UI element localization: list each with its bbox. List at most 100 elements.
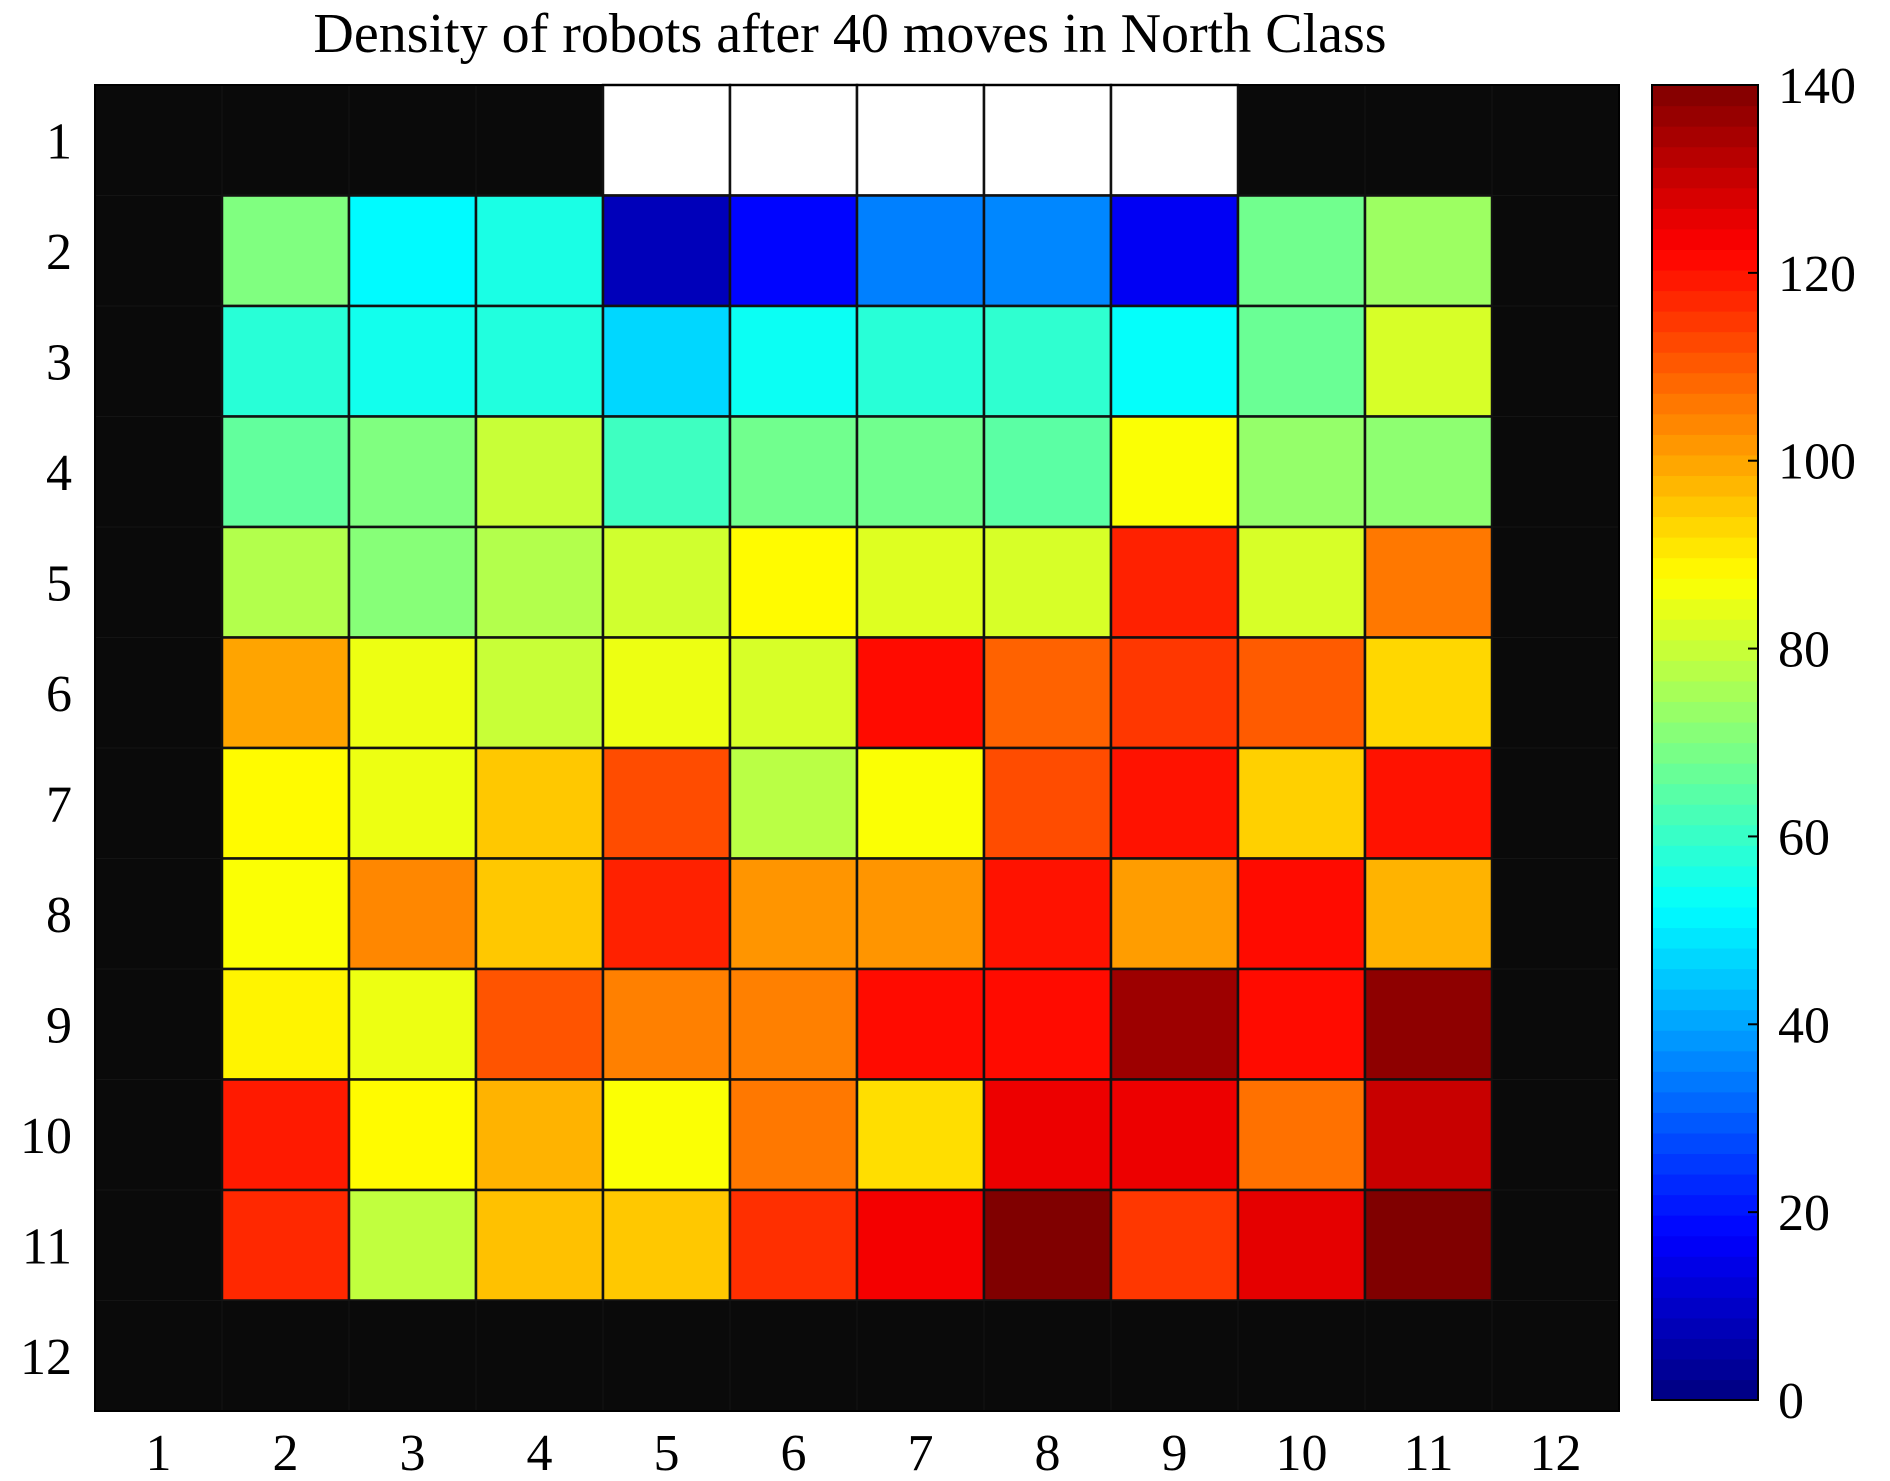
heatmap-cell-r11-c6 (728, 1188, 859, 1302)
y-tick-label: 3 (46, 334, 72, 391)
colorbar-tick-label: 120 (1778, 246, 1856, 303)
heatmap-cell-r5-c11 (1363, 525, 1494, 639)
heatmap-cell-r8-c9 (1109, 857, 1240, 971)
colorbar-segment (1652, 331, 1758, 353)
colorbar-segment (1652, 352, 1758, 374)
heatmap-cell-r5-c9 (1109, 525, 1240, 639)
heatmap-cell-r7-c4 (474, 746, 605, 860)
colorbar-segment (1652, 187, 1758, 209)
y-tick-label: 7 (46, 776, 72, 833)
heatmap-cell-r9-c8 (982, 967, 1113, 1081)
heatmap-cell-r8-c11 (1363, 857, 1494, 971)
heatmap-cell-r7-c2 (220, 746, 351, 860)
x-tick-label: 9 (1162, 1425, 1188, 1481)
colorbar-segment (1652, 1050, 1758, 1072)
heatmap-cell-r8-c3 (347, 857, 478, 971)
heatmap-cell-r9-c6 (728, 967, 859, 1081)
colorbar-segment (1652, 1091, 1758, 1113)
heatmap-cell-r3-c12 (1491, 305, 1620, 417)
x-tick-label: 11 (1403, 1425, 1453, 1481)
heatmap-cell-r6-c12 (1491, 637, 1620, 749)
colorbar-segment (1652, 598, 1758, 620)
colorbar-segment (1652, 1112, 1758, 1134)
colorbar-segment (1652, 1173, 1758, 1196)
colorbar-tick-label: 100 (1778, 434, 1856, 491)
colorbar-tick-label: 20 (1778, 1185, 1830, 1242)
heatmap-cell-r1-c3 (348, 84, 477, 196)
heatmap-cell-r12-c3 (348, 1300, 477, 1412)
heatmap-cell-r5-c12 (1491, 526, 1620, 638)
colorbar-segment (1652, 228, 1758, 250)
colorbar-segment (1652, 1235, 1758, 1257)
heatmap-cell-r10-c4 (474, 1078, 605, 1192)
heatmap-cell-r4-c11 (1363, 415, 1494, 529)
colorbar-segment (1652, 845, 1758, 867)
colorbar-segment (1652, 393, 1758, 415)
heatmap-cell-r4-c10 (1236, 415, 1367, 529)
heatmap-cell-r2-c4 (474, 194, 605, 308)
colorbar-segment (1652, 1132, 1758, 1155)
colorbar-segment (1652, 1256, 1758, 1278)
heatmap-cell-r1-c7 (855, 83, 986, 197)
heatmap-cell-r11-c12 (1491, 1189, 1620, 1301)
heatmap-cell-r3-c5 (601, 304, 732, 418)
colorbar-segment (1652, 783, 1758, 805)
heatmap-cell-r8-c5 (601, 857, 732, 971)
heatmap-cell-r11-c11 (1363, 1188, 1494, 1302)
heatmap-cell-r6-c2 (220, 636, 351, 750)
heatmap-cell-r5-c7 (855, 525, 986, 639)
heatmap-cell-r7-c12 (1491, 747, 1620, 859)
heatmap-cell-r11-c9 (1109, 1188, 1240, 1302)
colorbar-segment (1652, 1276, 1758, 1298)
heatmap-cell-r10-c12 (1491, 1079, 1620, 1191)
heatmap-cell-r8-c7 (855, 857, 986, 971)
heatmap-cell-r10-c11 (1363, 1078, 1494, 1192)
x-tick-label: 2 (273, 1425, 299, 1481)
heatmap-cell-r3-c3 (347, 304, 478, 418)
heatmap-cell-r12-c8 (983, 1300, 1112, 1412)
colorbar-segment (1652, 249, 1758, 271)
colorbar-segment (1652, 146, 1758, 168)
heatmap-cell-r1-c1 (94, 84, 223, 196)
heatmap-cell-r3-c7 (855, 304, 986, 418)
x-tick-label: 6 (781, 1425, 807, 1481)
y-tick-label: 2 (46, 224, 72, 281)
colorbar-segment (1652, 269, 1758, 292)
colorbar-segment (1652, 619, 1758, 641)
x-axis-tick-labels: 1 2 3 4 5 6 7 8 9 10 11 12 (146, 1425, 1582, 1481)
colorbar-segment (1652, 1030, 1758, 1052)
heatmap-cell-r12-c11 (1364, 1300, 1493, 1412)
heatmap-cell-r3-c10 (1236, 304, 1367, 418)
heatmap-cell-r4-c6 (728, 415, 859, 529)
y-tick-label: 9 (46, 997, 72, 1054)
heatmap-cells (94, 83, 1620, 1412)
heatmap-cell-r6-c11 (1363, 636, 1494, 750)
colorbar-segment (1652, 454, 1758, 476)
heatmap-cell-r1-c8 (982, 83, 1113, 197)
heatmap-cell-r6-c1 (94, 637, 223, 749)
heatmap-cell-r2-c9 (1109, 194, 1240, 308)
heatmap-cell-r1-c4 (475, 84, 604, 196)
heatmap-cell-r4-c3 (347, 415, 478, 529)
heatmap-cell-r3-c11 (1363, 304, 1494, 418)
colorbar-segment (1652, 516, 1758, 538)
heatmap-cell-r4-c8 (982, 415, 1113, 529)
colorbar-segment (1652, 989, 1758, 1011)
colorbar-segment (1652, 290, 1758, 312)
heatmap-cell-r6-c10 (1236, 636, 1367, 750)
heatmap-cell-r7-c11 (1363, 746, 1494, 860)
colorbar-tick-label: 80 (1778, 622, 1830, 679)
colorbar-segment (1652, 927, 1758, 949)
heatmap-cell-r2-c8 (982, 194, 1113, 308)
heatmap-cell-r8-c1 (94, 858, 223, 970)
heatmap-cell-r7-c1 (94, 747, 223, 859)
heatmap-cell-r1-c9 (1109, 83, 1240, 197)
heatmap-cell-r7-c7 (855, 746, 986, 860)
colorbar-segment (1652, 639, 1758, 661)
heatmap-cell-r4-c9 (1109, 415, 1240, 529)
chart-title: Density of robots after 40 moves in Nort… (313, 3, 1386, 65)
heatmap-cell-r4-c12 (1491, 416, 1620, 528)
heatmap-cell-r1-c2 (221, 84, 350, 196)
